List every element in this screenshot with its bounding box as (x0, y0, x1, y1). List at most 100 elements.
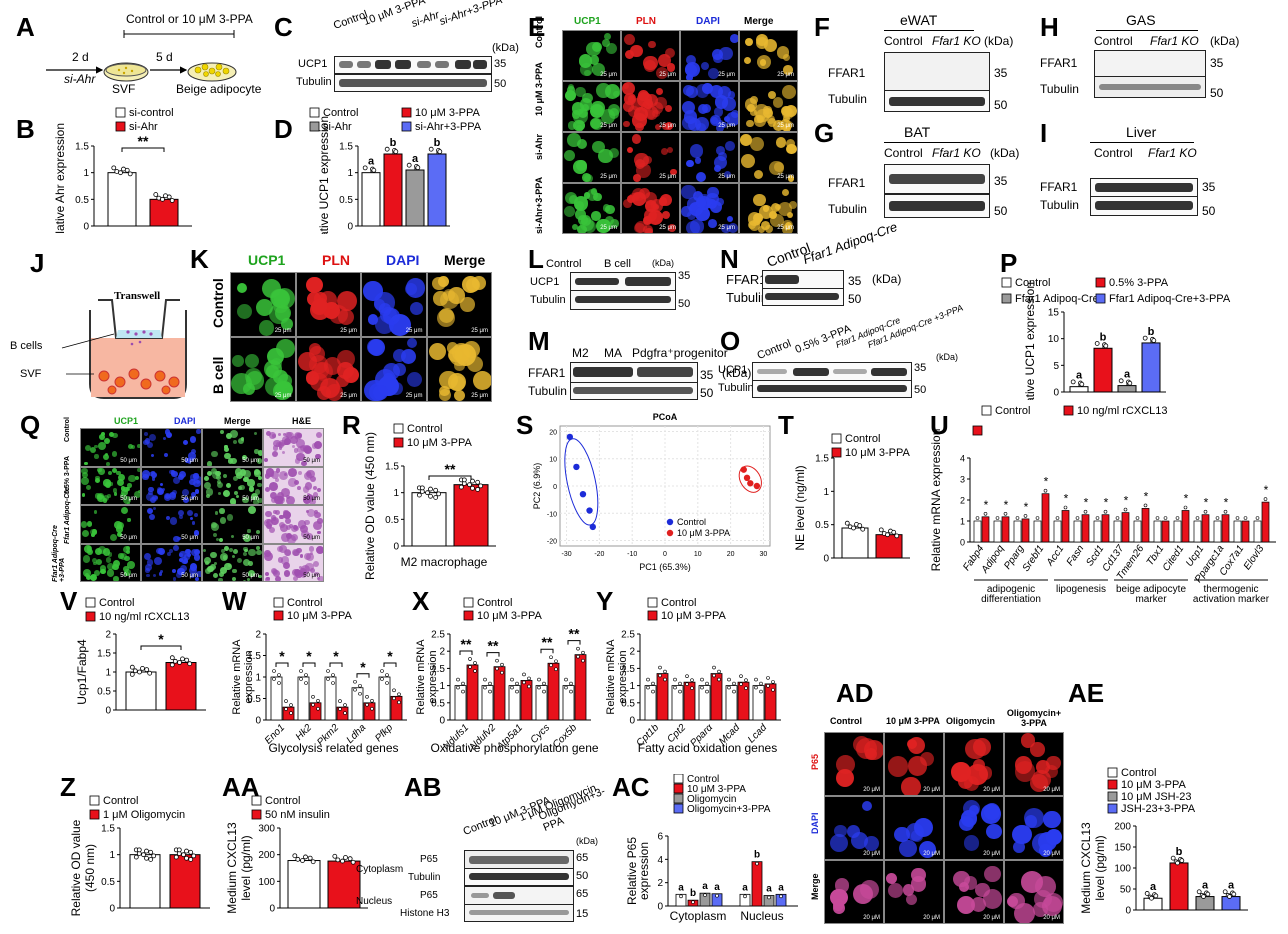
data-point (495, 658, 499, 663)
row-label: Ffar1 Adipoq-Cre +3-PPA (52, 525, 66, 582)
marker-label: 35 (700, 368, 714, 382)
bar (1181, 510, 1190, 543)
scale-bar: 25 μm (340, 328, 357, 334)
panel-letter-r: R (342, 410, 361, 440)
data-point (894, 533, 900, 539)
data-point (1118, 378, 1124, 384)
bar (149, 198, 179, 227)
significance-letter: a (1150, 881, 1157, 893)
y-tick-label: 2 (960, 496, 965, 506)
data-point (717, 669, 721, 674)
y-tick-label: 0 (393, 542, 399, 553)
panel-letter-i: I (1040, 118, 1048, 148)
data-point (397, 692, 401, 697)
scatter-point (566, 433, 574, 441)
data-point (690, 678, 694, 682)
y-axis-label: Relative mRNA (415, 639, 427, 715)
data-point (316, 699, 320, 703)
panel-i-blot: Liver Control Ffar1 KO FFAR1 Tubulin 35 … (1040, 124, 1280, 220)
data-point (392, 696, 396, 701)
row-label: UCP1 (298, 58, 328, 70)
y-axis-label: Relative UCP1 expression (317, 116, 331, 234)
data-point (712, 673, 716, 678)
legend-marker (666, 529, 674, 537)
bar (481, 685, 494, 721)
sig-bracket (275, 662, 289, 667)
data-point (554, 667, 558, 672)
ffar1-blot (884, 164, 990, 194)
group-label: marker (1135, 594, 1167, 602)
y-tick-label: 0 (105, 706, 111, 717)
data-point (180, 656, 185, 662)
data-point (732, 681, 736, 686)
panel-letter-l: L (528, 244, 544, 274)
data-point (118, 170, 123, 176)
transwell-label: Transwell (114, 290, 161, 302)
panel-letter-z: Z (60, 772, 76, 802)
bar (1141, 342, 1161, 393)
data-point (140, 666, 145, 671)
y-tick-label: 0 (347, 222, 353, 233)
data-point (515, 681, 519, 686)
legend-label: Oligomycin+3-PPA (687, 804, 771, 815)
marker-label: 50 (1202, 204, 1216, 218)
y-tick-label: 1 (83, 168, 89, 179)
tubulin-blot (570, 290, 676, 310)
kda-label: (kDa) (936, 352, 958, 362)
data-point (754, 677, 758, 682)
sig-mark: * (1064, 492, 1069, 506)
data-point (885, 532, 890, 538)
data-point (177, 660, 182, 665)
data-point (428, 486, 433, 492)
data-point (338, 699, 342, 703)
scale-bar: 25 μm (471, 328, 488, 334)
kda-label-m: (kDa) (722, 366, 752, 380)
data-point (272, 669, 276, 673)
bar (1013, 520, 1022, 543)
data-point (975, 516, 980, 520)
panel-n-blot: Control Ffar1 Adipoq-Cre (kDa) FFAR1 Tub… (726, 219, 940, 312)
legend-label: Oligomycin (687, 794, 736, 805)
ucp1-blot (334, 56, 492, 74)
row-label: P65 (420, 854, 438, 865)
data-point (151, 853, 157, 859)
y-tick-label: 0 (269, 904, 275, 915)
culture-schematic (46, 30, 237, 82)
bar (361, 172, 381, 227)
scale-bar: 50 μm (242, 534, 259, 541)
bar (453, 484, 489, 547)
kda-label: (kDa) (652, 258, 674, 268)
data-point (673, 677, 677, 682)
y-tick-label: 1.5 (431, 664, 445, 675)
y-tick-label: 1.5 (97, 649, 111, 660)
micrograph-tile: 50 μm (80, 466, 141, 505)
scale-bar: 50 μm (242, 573, 259, 579)
data-point (467, 482, 472, 488)
scale-bar: 50 μm (120, 534, 137, 541)
panel-h-blot: GAS Control Ffar1 KO (kDa) FFAR1 Tubulin… (1040, 12, 1280, 112)
marker-label: 65 (576, 852, 589, 864)
data-point (581, 658, 585, 663)
y-tick-label: 0 (823, 554, 829, 565)
panel-o-blot: Control 0.5% 3-PPA Ffar1 Adipoq-Cre Ffar… (718, 303, 988, 404)
data-point (1142, 335, 1148, 341)
micrograph-tile: 20 μM (884, 732, 944, 796)
data-point (727, 685, 731, 690)
col-label: DAPI (174, 416, 196, 426)
bar (1121, 512, 1130, 543)
y-tick-label: 2.5 (621, 630, 635, 641)
data-point (646, 685, 650, 690)
row-label: Tubulin (408, 872, 441, 883)
scale-bar: 50 μm (181, 573, 198, 579)
q-image-grid: 50 μm 50 μm 50 μm 50 μm 50 μm 50 μm 50 μm 50 μm… (80, 428, 324, 582)
bar (574, 654, 587, 721)
micrograph-tile: 25 μm (739, 81, 798, 132)
k-image-grid: 25 μm 25 μm 25 μm 25 μm 25 μm 25 μm 25 μm 25 μm (230, 272, 492, 402)
data-point (1183, 505, 1188, 510)
data-point (1223, 509, 1228, 514)
y-axis-label: Relative mRNA (231, 639, 243, 715)
panel-letter-p: P (1000, 248, 1018, 278)
data-point (527, 684, 531, 689)
legend-label: Control (477, 597, 512, 609)
